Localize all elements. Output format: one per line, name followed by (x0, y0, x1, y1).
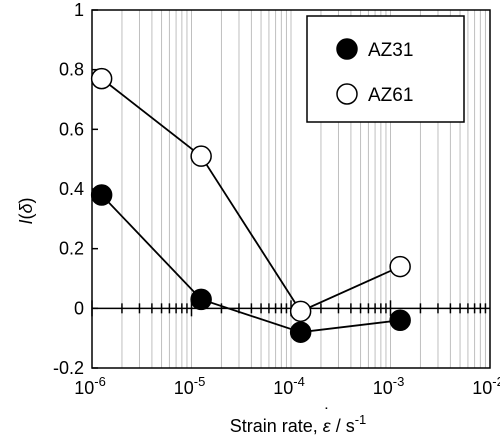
x-axis-ticks: 10-6 10-5 10-4 10-3 10-2 (74, 374, 500, 398)
y-tick-label: 0.4 (59, 179, 84, 199)
legend-label-az31: AZ31 (368, 40, 413, 61)
data-point-az31 (289, 321, 312, 343)
x-axis-title-dot: ˙ (324, 405, 330, 425)
y-tick-label: 0.2 (59, 239, 84, 259)
series-line-az61 (101, 77, 401, 313)
x-tick-label: 10-3 (373, 374, 405, 398)
legend: AZ31 AZ61 (306, 15, 465, 123)
y-axis-ticks: -0.2 0 0.2 0.4 0.6 0.8 1 (53, 0, 98, 378)
y-tick-label: 0.6 (59, 119, 84, 139)
series-line-az31 (100, 194, 401, 334)
data-point-az61 (90, 67, 113, 90)
legend-marker-az61 (336, 83, 358, 105)
series-layer (90, 67, 411, 343)
data-point-az31 (90, 184, 113, 206)
x-tick-label: 10-6 (74, 374, 106, 398)
y-tick-label: 0.8 (59, 60, 84, 80)
x-tick-label: 10-5 (174, 374, 206, 398)
legend-box (306, 15, 465, 123)
data-point-az61 (389, 255, 411, 278)
data-point-az61 (190, 145, 212, 167)
legend-marker-az31 (336, 38, 358, 60)
x-tick-label: 10-2 (472, 374, 500, 398)
y-axis-title: I(δ) (16, 197, 36, 224)
y-tick-label: -0.2 (53, 358, 84, 378)
y-tick-label: 1 (74, 0, 84, 20)
y-tick-label: 0 (74, 298, 84, 318)
data-point-az31 (389, 309, 411, 332)
data-point-az61 (289, 300, 312, 323)
legend-label-az61: AZ61 (368, 85, 413, 106)
x-tick-label: 10-4 (273, 374, 305, 398)
x-axis-title: Strain rate, ε / s-1 (230, 412, 367, 436)
data-point-az31 (190, 288, 212, 311)
